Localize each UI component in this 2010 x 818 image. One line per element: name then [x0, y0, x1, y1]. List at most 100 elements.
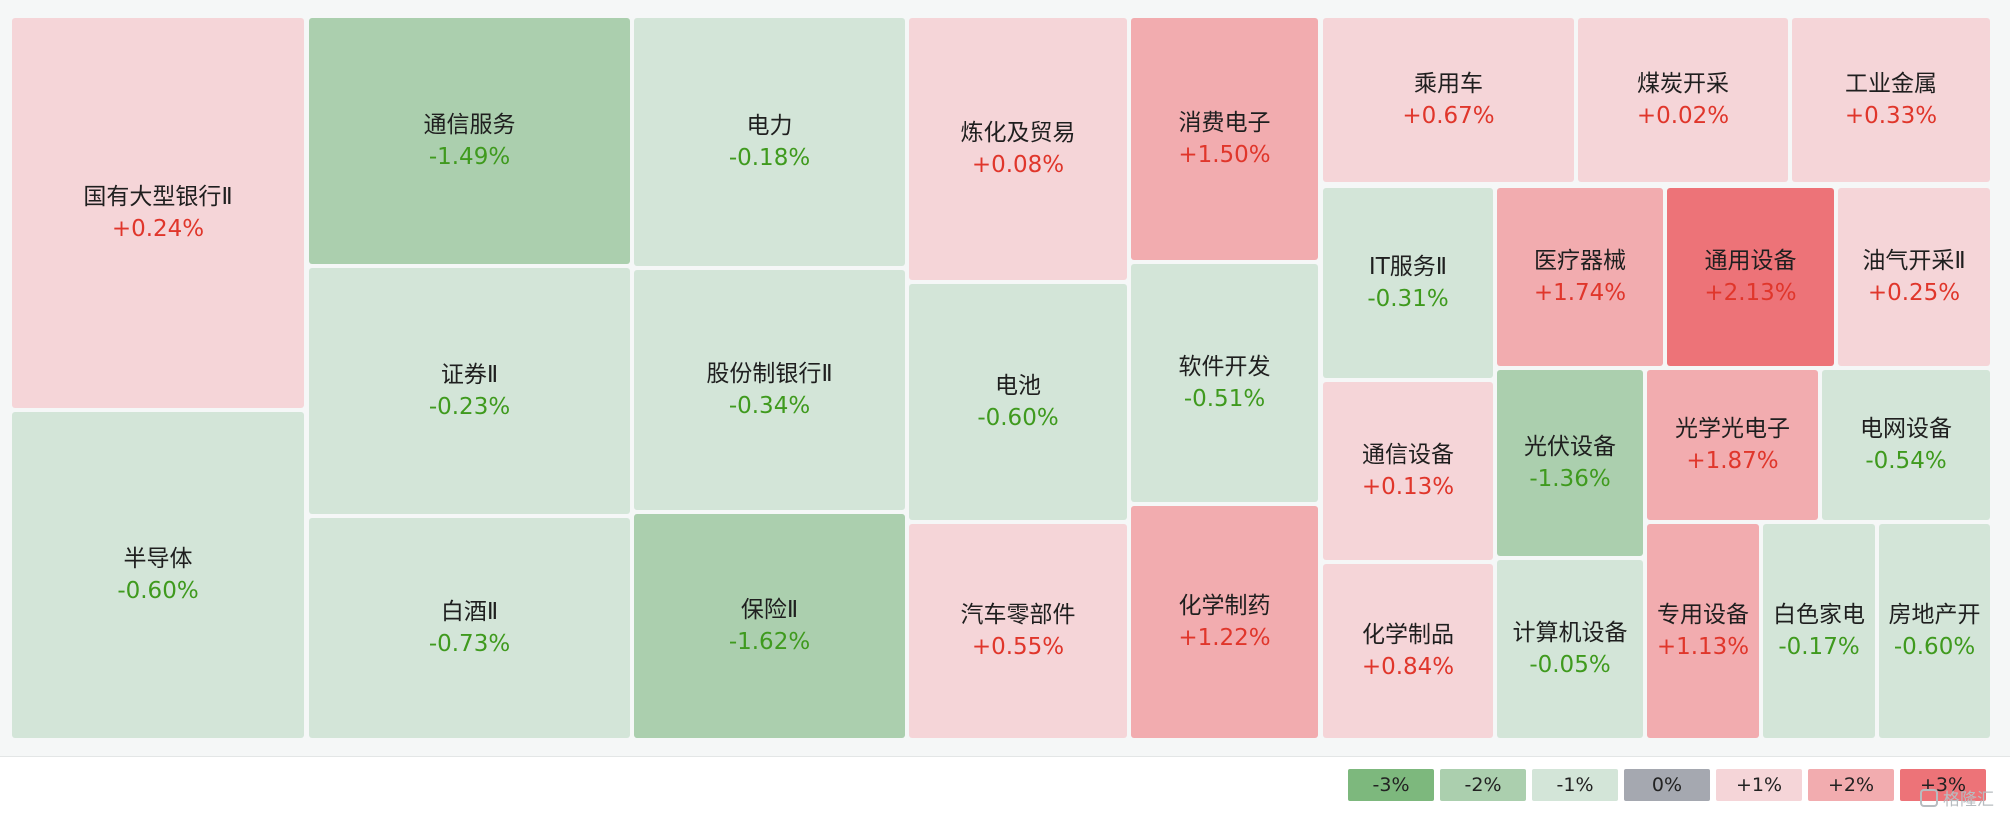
- tile-sector-name: 乘用车: [1414, 71, 1483, 97]
- treemap-tile[interactable]: 通信设备 +0.13%: [1323, 382, 1493, 560]
- treemap-tile[interactable]: 光学光电子 +1.87%: [1647, 370, 1818, 520]
- tile-change-percent: -0.18%: [728, 145, 811, 171]
- tile-change-percent: -0.51%: [1183, 386, 1266, 412]
- tile-change-percent: +0.84%: [1361, 654, 1455, 680]
- tile-sector-name: 化学制药: [1178, 593, 1271, 619]
- treemap-tile[interactable]: 消费电子 +1.50%: [1131, 18, 1318, 260]
- tile-sector-name: 光伏设备: [1524, 434, 1616, 460]
- tile-sector-name: 工业金属: [1845, 71, 1937, 97]
- treemap-tile[interactable]: 白色家电 -0.17%: [1763, 524, 1875, 738]
- watermark: 格隆汇: [1920, 785, 1994, 810]
- legend-swatch: 0%: [1624, 769, 1710, 801]
- tile-sector-name: 炼化及贸易: [960, 120, 1076, 146]
- tile-change-percent: +0.13%: [1361, 474, 1455, 500]
- tile-change-percent: +1.22%: [1178, 625, 1271, 651]
- tile-sector-name: 证券Ⅱ: [440, 362, 499, 388]
- treemap-tile[interactable]: IT服务Ⅱ -0.31%: [1323, 188, 1493, 378]
- tile-sector-name: 半导体: [123, 546, 193, 572]
- tile-sector-name: 电池: [995, 373, 1041, 399]
- treemap-tile[interactable]: 国有大型银行Ⅱ +0.24%: [12, 18, 304, 408]
- tile-change-percent: +0.33%: [1844, 103, 1938, 129]
- tile-sector-name: 光学光电子: [1675, 416, 1790, 442]
- tile-sector-name: 电力: [746, 113, 793, 139]
- treemap-tile[interactable]: 保险Ⅱ -1.62%: [634, 514, 905, 738]
- tile-change-percent: -0.73%: [428, 631, 511, 657]
- tile-sector-name: IT服务Ⅱ: [1368, 254, 1448, 280]
- tile-change-percent: +2.13%: [1704, 280, 1797, 306]
- treemap-tile[interactable]: 软件开发 -0.51%: [1131, 264, 1318, 502]
- tile-change-percent: +0.55%: [971, 634, 1065, 660]
- tile-sector-name: 股份制银行Ⅱ: [706, 361, 833, 387]
- watermark-logo-icon: [1920, 788, 1938, 807]
- treemap-tile[interactable]: 房地产开 -0.60%: [1879, 524, 1990, 738]
- tile-change-percent: +1.87%: [1686, 448, 1779, 474]
- treemap-tile[interactable]: 化学制品 +0.84%: [1323, 564, 1493, 738]
- sector-treemap: 国有大型银行Ⅱ +0.24% 半导体 -0.60% 通信服务 -1.49% 证券Ⅱ -0.23…: [0, 18, 2010, 757]
- treemap-tile[interactable]: 电网设备 -0.54%: [1822, 370, 1990, 520]
- treemap-tile[interactable]: 工业金属 +0.33%: [1792, 18, 1990, 182]
- treemap-tile[interactable]: 医疗器械 +1.74%: [1497, 188, 1663, 366]
- tile-sector-name: 软件开发: [1178, 354, 1271, 380]
- tile-change-percent: -0.17%: [1778, 634, 1860, 660]
- tile-change-percent: -1.49%: [428, 144, 511, 170]
- tile-sector-name: 电网设备: [1860, 416, 1952, 442]
- tile-sector-name: 房地产开: [1888, 602, 1981, 628]
- tile-change-percent: -1.62%: [728, 629, 811, 655]
- treemap-tile[interactable]: 电池 -0.60%: [909, 284, 1127, 520]
- tile-change-percent: -0.60%: [977, 405, 1059, 431]
- tile-change-percent: -1.36%: [1529, 466, 1611, 492]
- tile-change-percent: +0.24%: [111, 216, 205, 242]
- treemap-tile[interactable]: 光伏设备 -1.36%: [1497, 370, 1643, 556]
- treemap-tile[interactable]: 化学制药 +1.22%: [1131, 506, 1318, 738]
- tile-change-percent: -0.05%: [1529, 652, 1611, 678]
- tile-change-percent: +0.02%: [1636, 103, 1730, 129]
- treemap-tile[interactable]: 通用设备 +2.13%: [1667, 188, 1834, 366]
- legend-swatch: -3%: [1348, 769, 1434, 801]
- tile-change-percent: +0.67%: [1402, 103, 1495, 129]
- tile-sector-name: 白色家电: [1773, 602, 1865, 628]
- tile-sector-name: 汽车零部件: [960, 602, 1076, 628]
- tile-change-percent: -0.23%: [428, 394, 511, 420]
- tile-sector-name: 计算机设备: [1512, 620, 1628, 646]
- tile-sector-name: 通信设备: [1362, 442, 1454, 468]
- tile-sector-name: 国有大型银行Ⅱ: [83, 184, 233, 210]
- treemap-tile[interactable]: 半导体 -0.60%: [12, 412, 304, 738]
- tile-change-percent: -0.31%: [1367, 286, 1449, 312]
- tile-sector-name: 通信服务: [423, 112, 516, 138]
- treemap-tile[interactable]: 白酒Ⅱ -0.73%: [309, 518, 630, 738]
- legend-swatch: +1%: [1716, 769, 1802, 801]
- tile-sector-name: 专用设备: [1657, 602, 1749, 628]
- tile-sector-name: 通用设备: [1704, 248, 1797, 274]
- treemap-tile[interactable]: 煤炭开采 +0.02%: [1578, 18, 1788, 182]
- treemap-tile[interactable]: 专用设备 +1.13%: [1647, 524, 1759, 738]
- tile-change-percent: +0.08%: [971, 152, 1065, 178]
- treemap-tile[interactable]: 汽车零部件 +0.55%: [909, 524, 1127, 738]
- tile-sector-name: 保险Ⅱ: [740, 597, 799, 623]
- tile-sector-name: 化学制品: [1362, 622, 1454, 648]
- legend-swatch: +3%: [1900, 769, 1986, 801]
- treemap-tile[interactable]: 证券Ⅱ -0.23%: [309, 268, 630, 514]
- treemap-tile[interactable]: 乘用车 +0.67%: [1323, 18, 1574, 182]
- legend-swatch: -2%: [1440, 769, 1526, 801]
- treemap-tile[interactable]: 电力 -0.18%: [634, 18, 905, 266]
- tile-change-percent: -0.60%: [1893, 634, 1976, 660]
- tile-change-percent: -0.34%: [728, 393, 811, 419]
- tile-change-percent: -0.54%: [1865, 448, 1947, 474]
- tile-sector-name: 医疗器械: [1534, 248, 1626, 274]
- legend-swatch: +2%: [1808, 769, 1894, 801]
- treemap-tile[interactable]: 通信服务 -1.49%: [309, 18, 630, 264]
- tile-sector-name: 白酒Ⅱ: [440, 599, 499, 625]
- watermark-text: 格隆汇: [1943, 790, 1994, 810]
- treemap-tile[interactable]: 油气开采Ⅱ +0.25%: [1838, 188, 1990, 366]
- treemap-tile[interactable]: 炼化及贸易 +0.08%: [909, 18, 1127, 280]
- tile-change-percent: -0.60%: [117, 578, 199, 604]
- tile-change-percent: +1.13%: [1656, 634, 1750, 660]
- tile-sector-name: 油气开采Ⅱ: [1862, 248, 1966, 274]
- treemap-tile[interactable]: 股份制银行Ⅱ -0.34%: [634, 270, 905, 510]
- tile-sector-name: 煤炭开采: [1637, 71, 1729, 97]
- color-legend: -3% -2% -1% 0% +1% +2% +3% 格隆汇: [0, 757, 2010, 818]
- legend-swatch: -1%: [1532, 769, 1618, 801]
- treemap-tile[interactable]: 计算机设备 -0.05%: [1497, 560, 1643, 738]
- tile-change-percent: +1.50%: [1178, 142, 1271, 168]
